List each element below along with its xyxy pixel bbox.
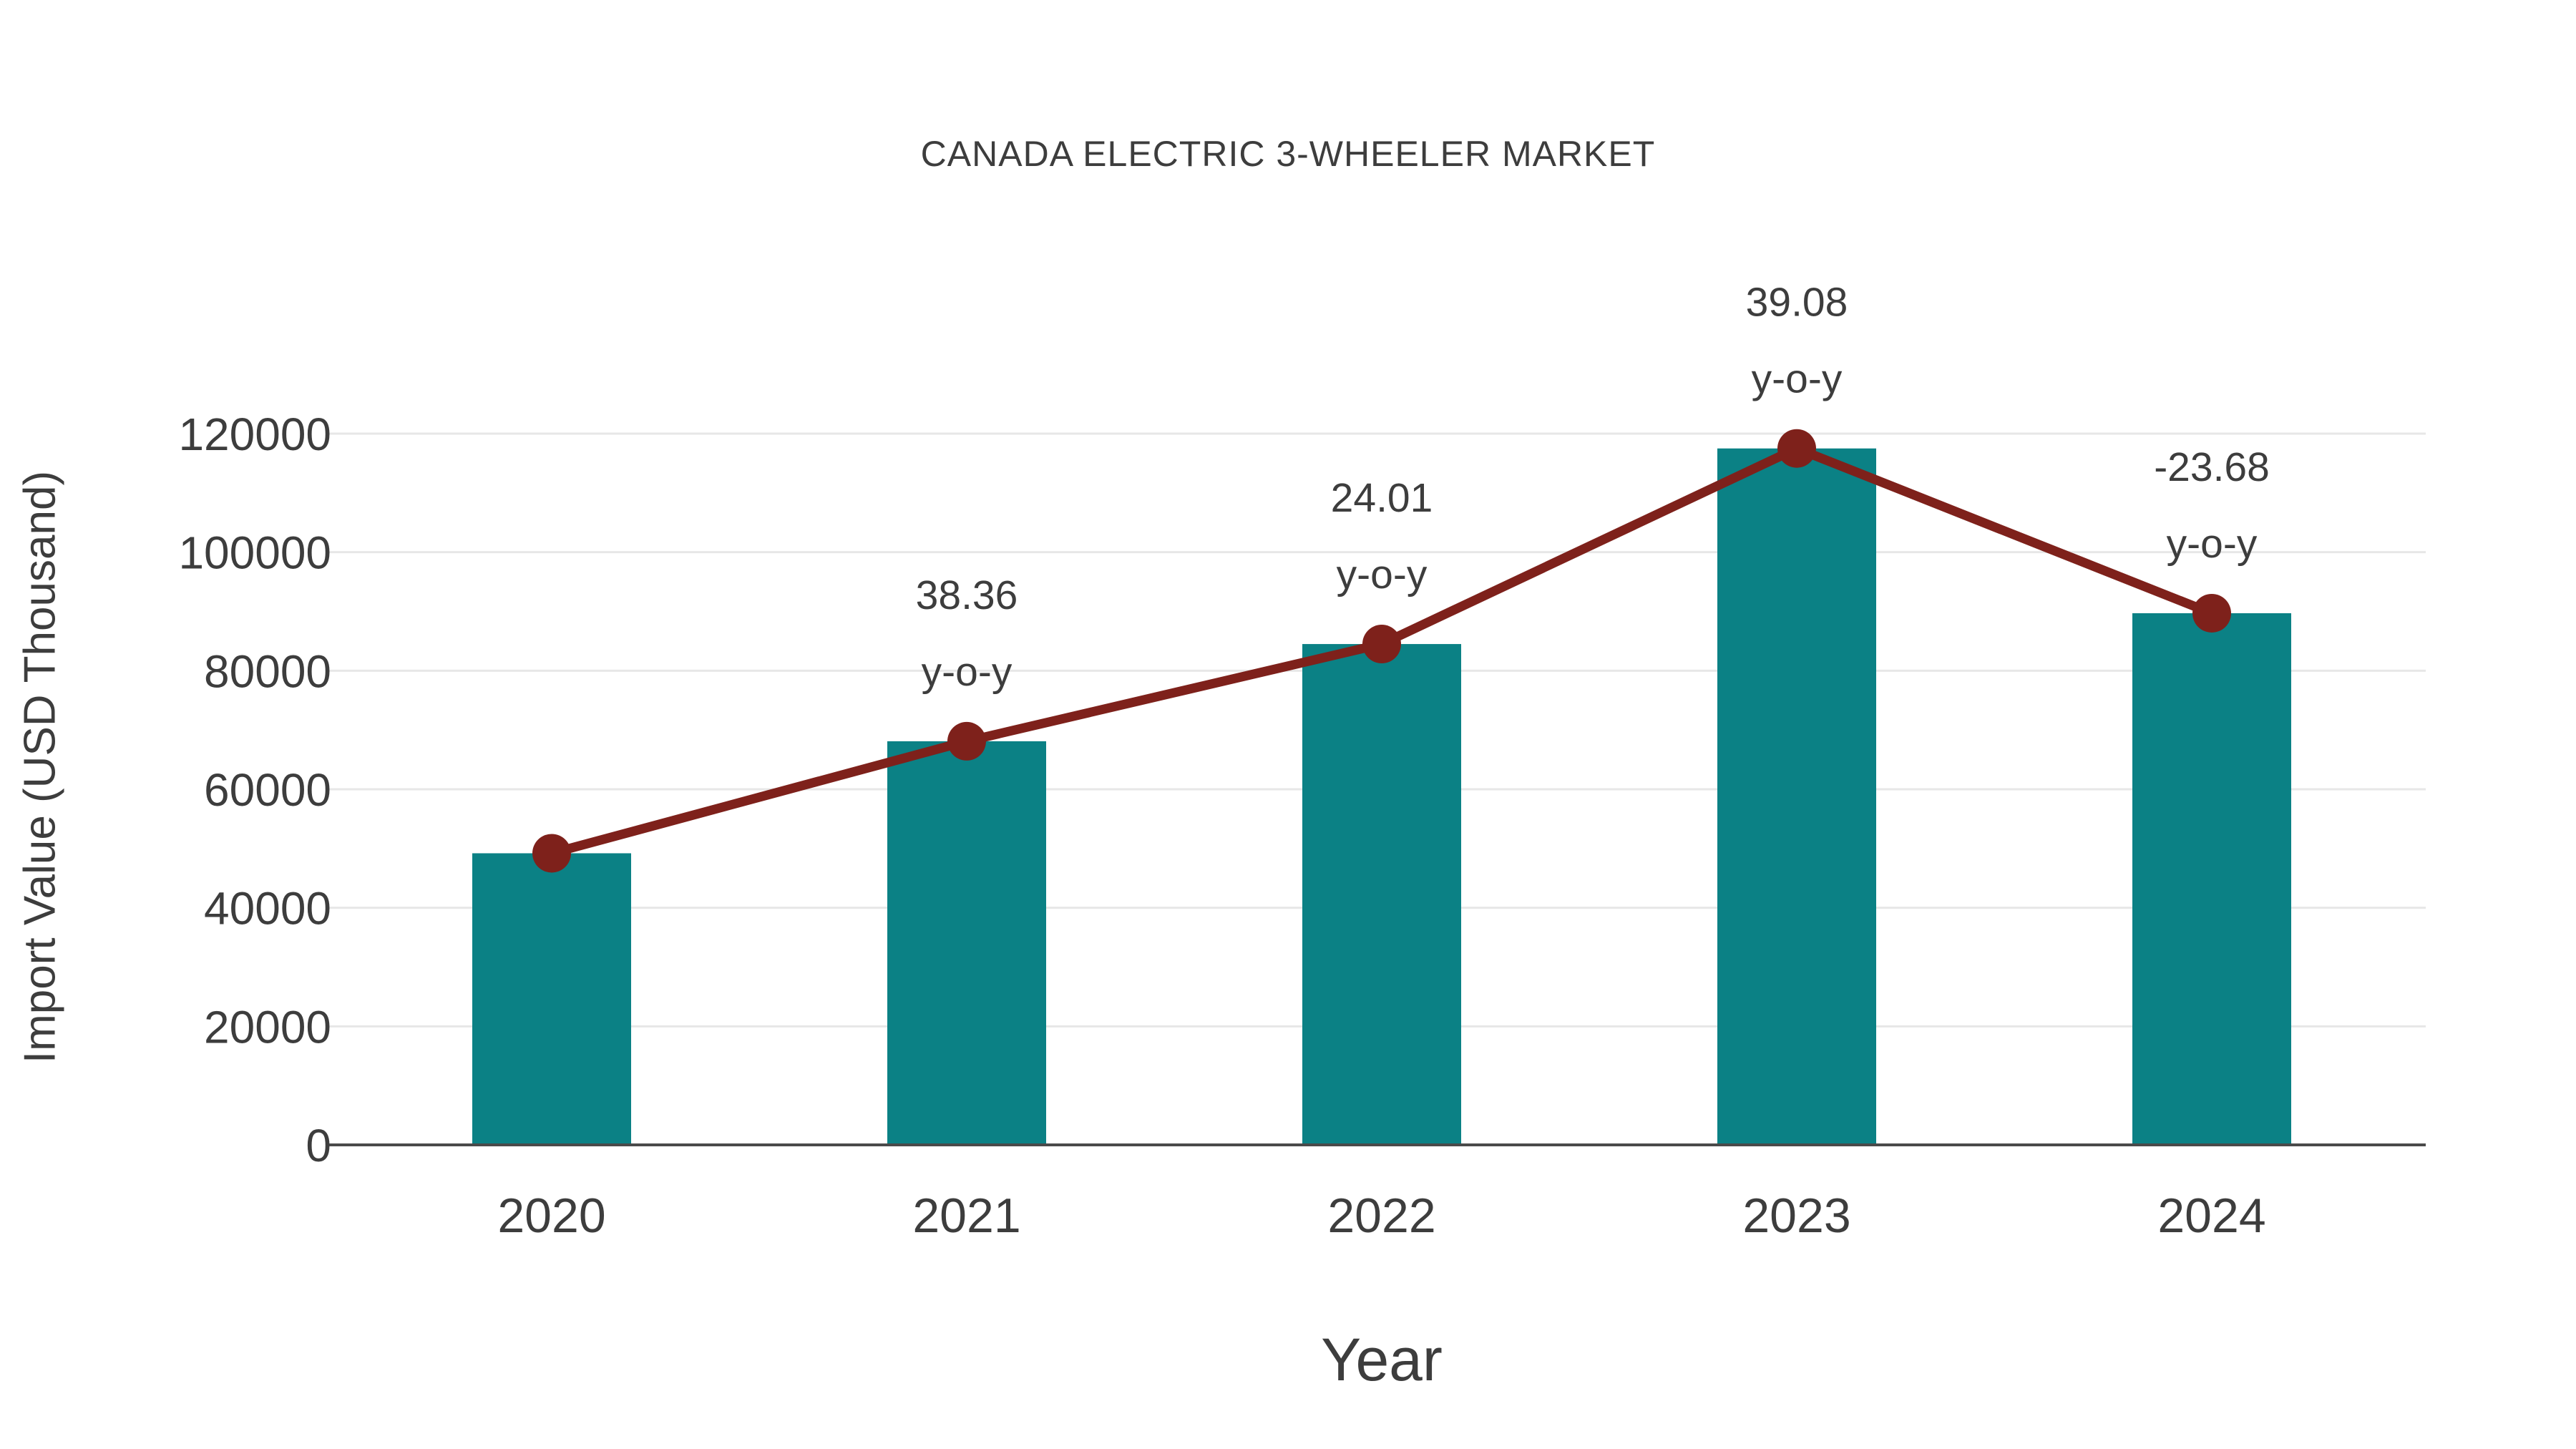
marker-2024: [2192, 593, 2231, 633]
y-tick-label-20000: 20000: [204, 1001, 331, 1053]
point-label-suffix-2021: y-o-y: [922, 649, 1013, 695]
bar-2024: [2132, 613, 2291, 1145]
marker-2022: [1362, 625, 1401, 664]
point-label-value-2024: -23.68: [2154, 444, 2270, 490]
y-tick-label-120000: 120000: [178, 409, 331, 460]
marker-2021: [947, 721, 986, 761]
bar-2023: [1717, 448, 1876, 1145]
y-tick-label-60000: 60000: [204, 764, 331, 816]
x-tick-label-2024: 2024: [2157, 1189, 2265, 1243]
point-label-value-2022: 24.01: [1331, 475, 1433, 521]
bar-2021: [887, 741, 1046, 1145]
bar-2022: [1302, 644, 1461, 1145]
point-label-suffix-2022: y-o-y: [1337, 552, 1428, 597]
point-label-suffix-2023: y-o-y: [1752, 356, 1843, 402]
point-label-value-2023: 39.08: [1746, 280, 1848, 326]
bar-2020: [472, 853, 631, 1145]
x-tick-label-2023: 2023: [1742, 1189, 1850, 1243]
chart-title: CANADA ELECTRIC 3-WHEELER MARKET: [920, 134, 1656, 174]
y-tick-label-40000: 40000: [204, 883, 331, 935]
y-tick-label-80000: 80000: [204, 645, 331, 697]
x-tick-label-2021: 2021: [912, 1189, 1020, 1243]
x-tick-label-2020: 2020: [497, 1189, 605, 1243]
x-axis-title: Year: [1321, 1326, 1443, 1393]
point-label-value-2021: 38.36: [916, 572, 1018, 618]
marker-2020: [532, 834, 571, 873]
y-tick-label-0: 0: [306, 1120, 331, 1171]
marker-2023: [1777, 429, 1816, 468]
y-tick-label-100000: 100000: [178, 527, 331, 579]
x-tick-label-2022: 2022: [1327, 1189, 1435, 1243]
point-label-suffix-2024: y-o-y: [2167, 521, 2258, 567]
